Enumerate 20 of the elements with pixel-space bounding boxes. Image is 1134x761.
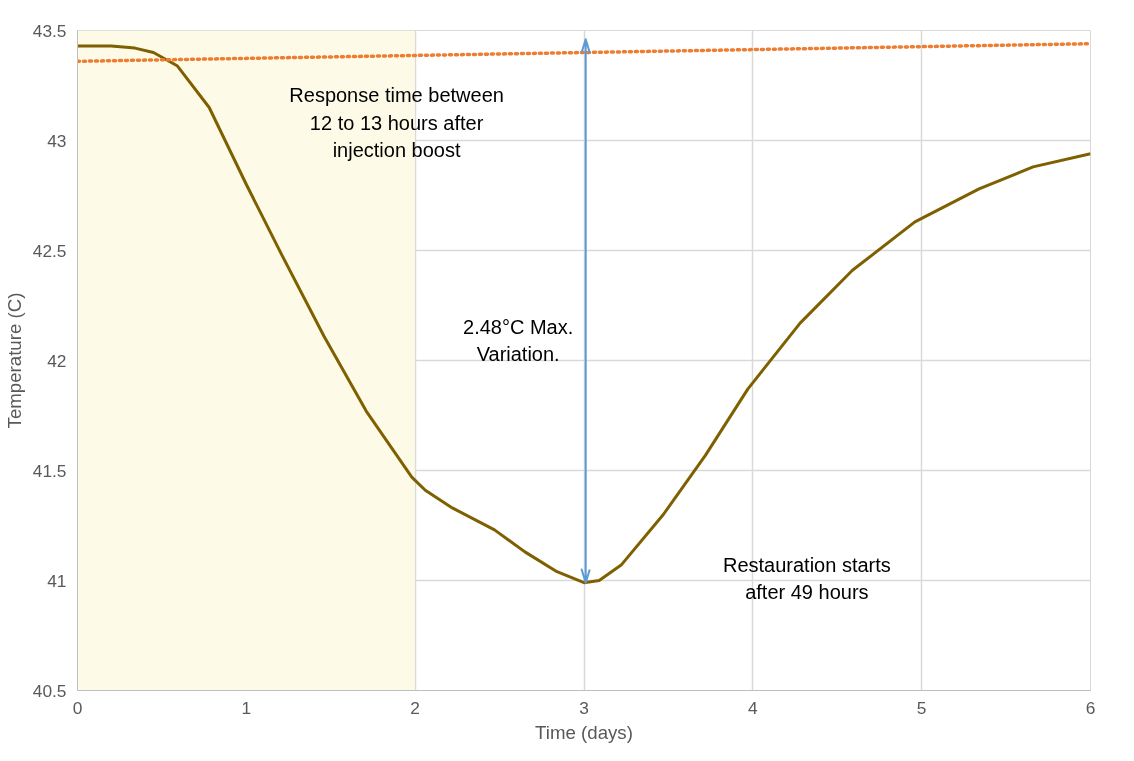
y-tick-label: 41 — [47, 570, 67, 591]
x-axis-title: Time (days) — [535, 721, 633, 743]
line-series — [77, 44, 1091, 585]
x-tick-label: 0 — [72, 697, 83, 718]
x-tick-label: 3 — [579, 697, 589, 718]
x-tick-label: 2 — [410, 697, 420, 718]
y-tick-label: 42 — [47, 350, 67, 371]
x-tick-label: 6 — [1085, 697, 1096, 718]
x-tick-label: 5 — [916, 697, 927, 718]
annotation: Restauration starts after 49 hours — [722, 553, 891, 604]
x-tick-label: 1 — [241, 697, 252, 718]
y-tick-label: 42.5 — [32, 240, 67, 261]
x-tick-label: 4 — [748, 697, 759, 718]
y-tick-label: 43 — [47, 130, 67, 151]
y-tick-label: 40.5 — [32, 680, 67, 701]
annotation: 2.48°C Max. Variation. — [463, 315, 574, 366]
y-tick-label: 41.5 — [32, 460, 67, 481]
y-axis-title: Temperature (C) — [3, 292, 25, 429]
y-tick-label: 43.5 — [32, 20, 67, 41]
annotation: Response time between 12 to 13 hours after injection boost — [289, 84, 504, 162]
